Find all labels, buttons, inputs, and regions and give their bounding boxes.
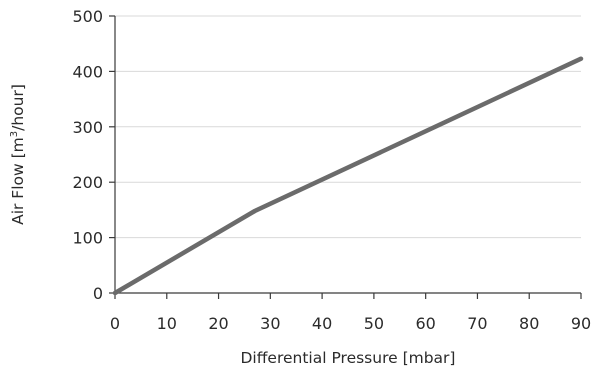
y-tick-label: 300 <box>72 118 103 137</box>
x-axis-title: Differential Pressure [mbar] <box>241 349 456 367</box>
y-axis-title: Air Flow [m3/hour] <box>9 84 27 225</box>
x-tick-label: 30 <box>260 314 280 333</box>
x-tick-label: 60 <box>415 314 435 333</box>
series-layer <box>112 56 584 296</box>
y-tick-label: 500 <box>72 7 103 26</box>
y-tick-label: 200 <box>72 173 103 192</box>
y-axis-title-superscript: 3 <box>9 131 20 137</box>
y-tick-label: 0 <box>93 284 103 303</box>
gridlines <box>115 15 581 239</box>
y-axis-title-part-2: /hour] <box>9 84 27 131</box>
x-tick-label: 80 <box>519 314 539 333</box>
y-tick-label: 100 <box>72 229 103 248</box>
x-tick-label: 20 <box>208 314 228 333</box>
series-line <box>112 56 584 296</box>
x-tick-label: 50 <box>364 314 384 333</box>
x-tick-label: 40 <box>312 314 332 333</box>
x-tick-label: 10 <box>157 314 177 333</box>
tick-labels: 0 100 200 300 400 500 0 10 20 30 40 50 60 70 80 90 <box>72 7 591 333</box>
x-tick-label: 0 <box>110 314 120 333</box>
y-axis-title-part-1: Air Flow [m <box>9 137 27 225</box>
x-tick-label: 70 <box>467 314 487 333</box>
x-tick-label: 90 <box>571 314 591 333</box>
y-tick-label: 400 <box>72 62 103 81</box>
